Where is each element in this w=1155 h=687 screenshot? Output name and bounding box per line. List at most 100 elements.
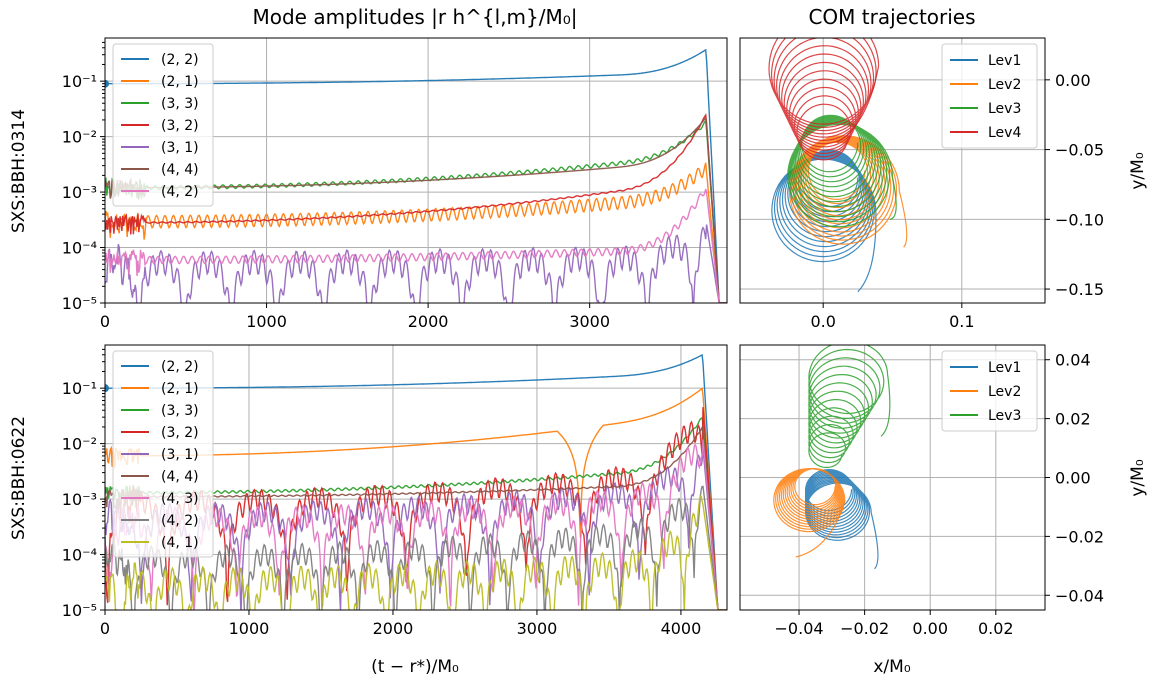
trajectory-tail-lev2 bbox=[795, 500, 846, 558]
trajectory-lev3 bbox=[787, 114, 894, 228]
x-axis-label-left: (t − r*)/M₀ bbox=[371, 657, 459, 677]
legend-label: Lev3 bbox=[988, 101, 1021, 117]
x-tick-label: 0.0 bbox=[810, 312, 835, 331]
x-tick-label: 2000 bbox=[408, 312, 449, 331]
trajectory-tail-lev3 bbox=[889, 177, 897, 220]
x-tick-label: 3000 bbox=[517, 619, 558, 638]
y-axis-label-right-top: y/M₀ bbox=[1128, 152, 1148, 189]
y-tick-label: 10⁻¹ bbox=[62, 72, 97, 91]
x-tick-label: 1000 bbox=[229, 619, 270, 638]
x-tick-label: −0.04 bbox=[775, 619, 824, 638]
legend-label: (4, 4) bbox=[161, 469, 199, 485]
y-tick-label: 0.04 bbox=[1055, 351, 1091, 370]
series-line-21 bbox=[105, 162, 727, 303]
trajectory-lev1 bbox=[771, 149, 877, 263]
legend-label: (2, 1) bbox=[161, 381, 199, 397]
legend: Lev1 Lev2 Lev3 bbox=[941, 350, 1038, 432]
legend-label: (4, 2) bbox=[161, 513, 199, 529]
y-tick-label: 0.00 bbox=[1055, 71, 1091, 90]
y-tick-label: 0.02 bbox=[1055, 410, 1091, 429]
series-group bbox=[773, 345, 891, 570]
series-line-42 bbox=[105, 188, 727, 303]
legend-box bbox=[941, 350, 1038, 432]
com-panel-0314: 0.0 0.10.00−0.05−0.10−0.15Lev1Lev2Lev3Lev… bbox=[739, 37, 1104, 331]
right-title: COM trajectories bbox=[808, 5, 975, 29]
left-title: Mode amplitudes |r h^{l,m}/M₀| bbox=[252, 5, 577, 29]
x-tick-label: 0.1 bbox=[949, 312, 974, 331]
legend-label: (4, 3) bbox=[161, 491, 199, 507]
legend-label: (4, 2) bbox=[161, 184, 199, 200]
legend-label: Lev1 bbox=[988, 53, 1021, 69]
x-tick-label: 4000 bbox=[661, 619, 702, 638]
legend-label: (4, 1) bbox=[161, 535, 199, 551]
legend-label: (3, 1) bbox=[161, 447, 199, 463]
x-tick-label: 0 bbox=[100, 619, 110, 638]
series-line-31 bbox=[105, 224, 727, 303]
y-tick-label: 10⁻⁵ bbox=[62, 294, 97, 313]
trajectory-tail-lev2 bbox=[898, 191, 908, 248]
trajectory-lev1 bbox=[804, 468, 872, 541]
legend-label: (2, 1) bbox=[161, 74, 199, 90]
row-label-top: SXS:BBH:0314 bbox=[9, 109, 29, 233]
series-line-41 bbox=[105, 495, 727, 610]
y-tick-label: −0.15 bbox=[1055, 280, 1104, 299]
legend: Lev1 Lev2 Lev3 Lev4 bbox=[941, 43, 1038, 149]
y-axis-label-right-bottom: y/M₀ bbox=[1128, 459, 1148, 496]
y-tick-label: 10⁻³ bbox=[62, 490, 97, 509]
x-tick-label: 3000 bbox=[569, 312, 610, 331]
axes-frame bbox=[104, 37, 728, 304]
axes-frame bbox=[104, 344, 728, 611]
row-label-bottom: SXS:BBH:0622 bbox=[9, 416, 29, 540]
trajectory-lev3 bbox=[808, 345, 889, 468]
legend-label: Lev4 bbox=[988, 125, 1021, 141]
x-axis-label-right: x/M₀ bbox=[873, 657, 910, 677]
y-tick-label: 10⁻² bbox=[62, 435, 97, 454]
legend: (2, 2) (2, 1) (3, 3) (3, 2) (3, 1) (4, 4) (4, … bbox=[112, 350, 214, 558]
legend-label: Lev2 bbox=[988, 384, 1021, 400]
x-tick-label: 0.00 bbox=[912, 619, 948, 638]
trajectory-tail-lev4 bbox=[836, 65, 880, 144]
x-tick-label: 1000 bbox=[246, 312, 287, 331]
x-tick-label: 2000 bbox=[373, 619, 414, 638]
y-tick-label: 10⁻² bbox=[62, 128, 97, 147]
trajectory-lev2 bbox=[773, 468, 846, 533]
y-tick-label: 10⁻¹ bbox=[62, 379, 97, 398]
trajectory-lev4 bbox=[768, 38, 880, 161]
y-tick-label: 10⁻⁴ bbox=[62, 239, 97, 258]
x-tick-label: 0 bbox=[100, 312, 110, 331]
trajectory-tail-lev1 bbox=[870, 512, 879, 570]
y-tick-label: −0.10 bbox=[1055, 210, 1104, 229]
y-tick-label: 10⁻⁴ bbox=[62, 546, 97, 565]
x-tick-label: 0.02 bbox=[978, 619, 1014, 638]
com-panel-0622: −0.04 −0.02 0.00 0.02 0.04 0.02 0.00 −0.02 −0.04… bbox=[739, 344, 1104, 638]
legend-box bbox=[112, 350, 214, 558]
y-tick-label: −0.05 bbox=[1055, 141, 1104, 160]
legend-label: (4, 4) bbox=[161, 162, 199, 178]
legend: (2, 2) (2, 1) (3, 3) (3, 2) (3, 1) (4, 4) (4, … bbox=[112, 43, 214, 207]
legend-label: (2, 2) bbox=[161, 359, 199, 375]
legend-label: Lev3 bbox=[988, 408, 1021, 424]
legend-label: (3, 2) bbox=[161, 118, 199, 134]
legend-label: (3, 2) bbox=[161, 425, 199, 441]
amplitude-panel-0622: 0 1000 2000 3000 4000 10⁻⁵ 10⁻⁴ 10⁻³ 10⁻² 10⁻¹ (2,… bbox=[62, 344, 728, 638]
axes-frame bbox=[739, 37, 1046, 304]
y-tick-label: 10⁻⁵ bbox=[62, 601, 97, 620]
trajectory-tail-lev3 bbox=[880, 374, 891, 437]
series-start-marker bbox=[105, 79, 109, 88]
legend-label: (3, 1) bbox=[161, 140, 199, 156]
x-tick-label: −0.02 bbox=[840, 619, 889, 638]
trajectory-tail-lev1 bbox=[857, 212, 877, 293]
y-tick-label: −0.04 bbox=[1055, 586, 1104, 605]
y-tick-label: −0.02 bbox=[1055, 527, 1104, 546]
y-tick-label: 0.00 bbox=[1055, 469, 1091, 488]
series-line-42 bbox=[105, 485, 727, 610]
legend-box bbox=[941, 43, 1038, 149]
legend-box bbox=[112, 43, 214, 207]
series-line-32 bbox=[105, 113, 727, 303]
series-start-marker bbox=[105, 384, 109, 393]
legend-label: (3, 3) bbox=[161, 96, 199, 112]
series-group bbox=[768, 38, 908, 293]
grid-lines bbox=[740, 38, 1045, 303]
